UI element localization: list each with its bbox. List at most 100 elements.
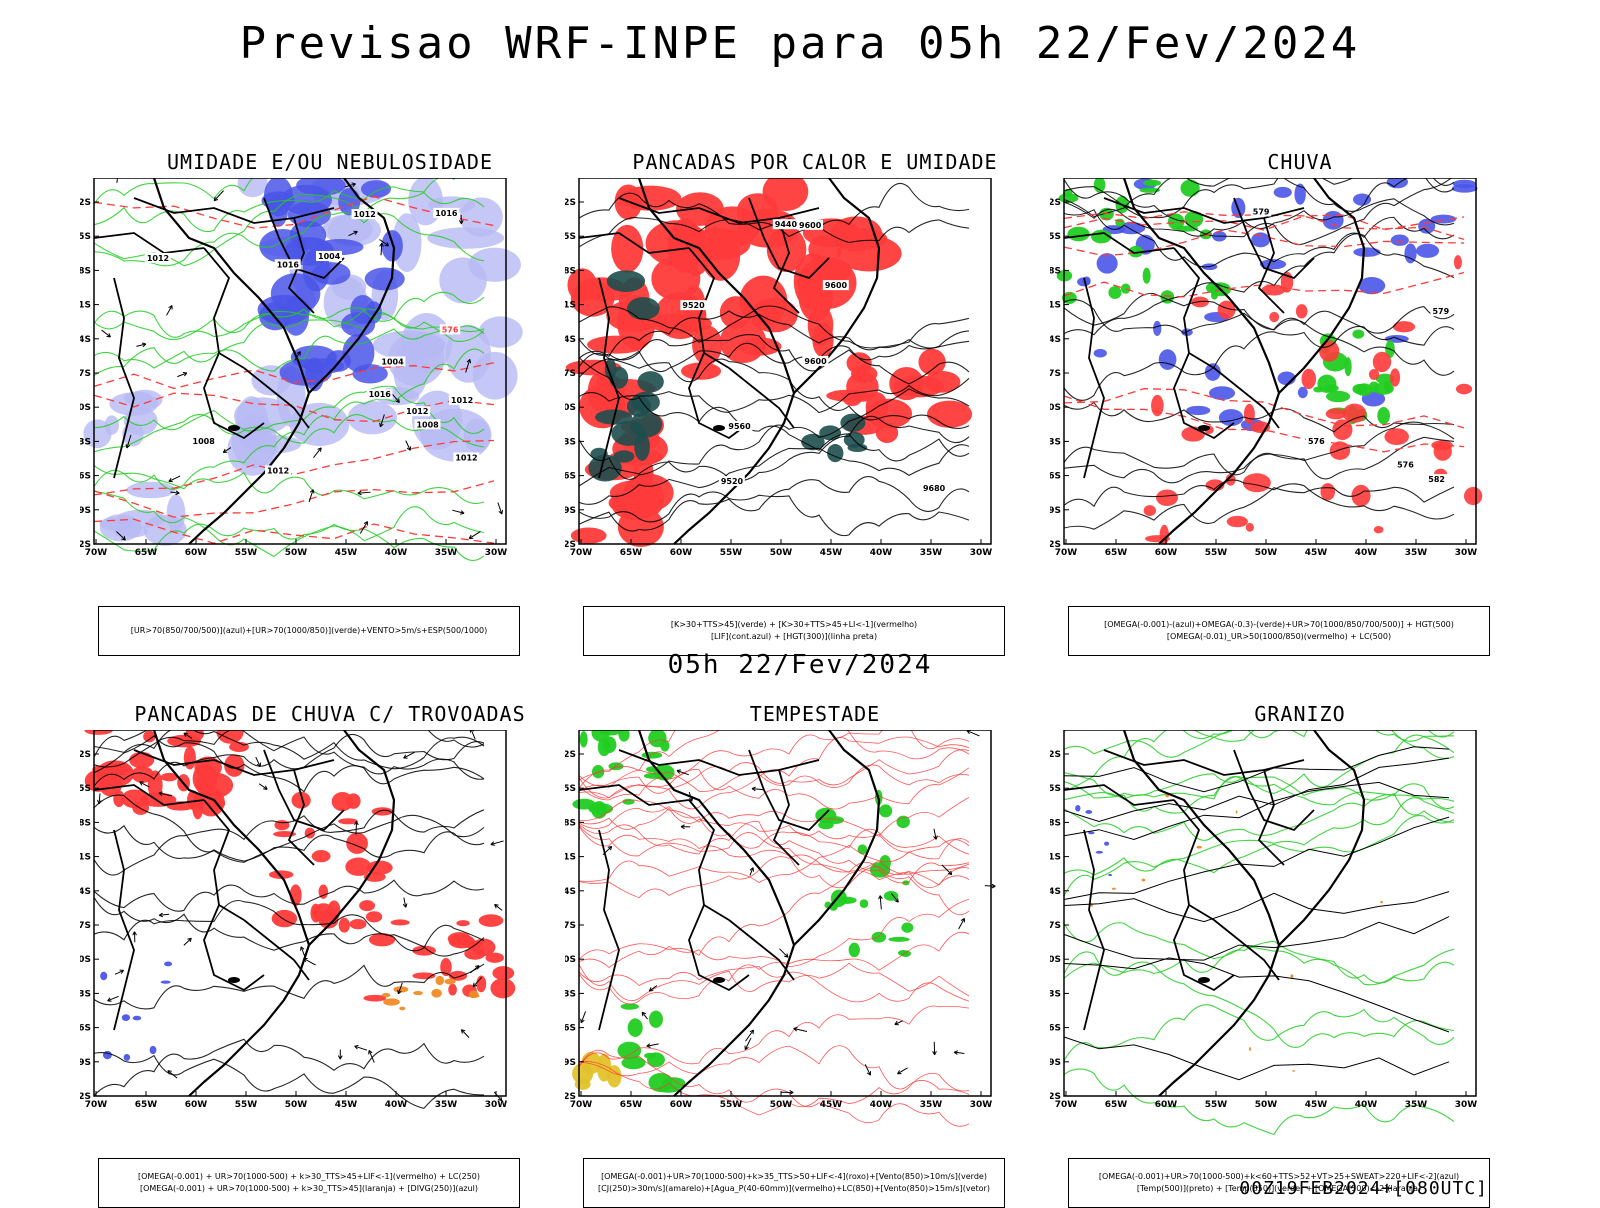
lon-label: 65W (1105, 548, 1128, 558)
panel-title: UMIDADE E/OU NEBULOSIDADE (80, 150, 580, 174)
panel-legend: [K>30+TTS>45](verde) + [K>30+TTS>45+LI<-… (583, 606, 1005, 656)
lat-label: 21S (1050, 301, 1061, 311)
lat-label: 27S (80, 921, 91, 931)
lat-label: 27S (80, 369, 91, 379)
lon-label: 35W (1405, 548, 1428, 558)
panel-legend: [OMEGA(-0.001)-(azul)+OMEGA(-0.3)-(verde… (1068, 606, 1490, 656)
legend-line: [OMEGA(-0.001)-(azul)+OMEGA(-0.3)-(verde… (1069, 619, 1489, 631)
lon-label: 60W (670, 548, 693, 558)
lat-label: 24S (1050, 887, 1061, 897)
contour-label: 1004 (318, 252, 341, 261)
lon-label: 65W (1105, 1100, 1128, 1110)
lat-label: 18S (1050, 818, 1061, 828)
legend-line: [K>30+TTS>45](verde) + [K>30+TTS>45+LI<-… (584, 619, 1004, 631)
lat-label: 36S (80, 1024, 91, 1034)
lon-label: 35W (920, 1100, 943, 1110)
lat-label: 21S (80, 301, 91, 311)
panel-title: GRANIZO (1050, 702, 1550, 726)
lat-label: 24S (80, 335, 91, 345)
lon-label: 55W (235, 1100, 258, 1110)
lake (228, 425, 240, 431)
lon-label: 35W (920, 548, 943, 558)
lon-label: 55W (1205, 1100, 1228, 1110)
panel-legend: [OMEGA(-0.001) + UR>70(1000-500) + k>30_… (98, 1158, 520, 1208)
lat-label: 27S (565, 921, 576, 931)
lon-label: 35W (1405, 1100, 1428, 1110)
lake (713, 425, 725, 431)
contour-label: 1016 (369, 390, 392, 399)
lon-label: 30W (1455, 1100, 1478, 1110)
lake (713, 977, 725, 983)
panel-tempestade: TEMPESTADE 12S15S18S21S24S27S30S33S36S39… (565, 702, 1065, 1172)
lon-label: 45W (1305, 548, 1328, 558)
lon-label: 45W (335, 1100, 358, 1110)
panel-title: PANCADAS POR CALOR E UMIDADE (565, 150, 1065, 174)
contour-label: 1008 (416, 420, 439, 429)
contour-label: 1012 (406, 407, 428, 416)
lon-label: 50W (285, 1100, 308, 1110)
lat-label: 18S (565, 818, 576, 828)
lat-label: 36S (565, 1024, 576, 1034)
lat-label: 30S (565, 955, 576, 965)
lake (228, 977, 240, 983)
panel-granizo: GRANIZO 12S15S18S21S24S27S30S33S36S39S42… (1050, 702, 1550, 1172)
lat-label: 27S (1050, 921, 1061, 931)
lon-label: 40W (385, 548, 408, 558)
lon-label: 50W (1255, 1100, 1278, 1110)
legend-line: [OMEGA(-0.01)_UR>50(1000/850)(vermelho) … (1069, 631, 1489, 643)
map-pancadas-calor: 9600952096009560944095209680960012S15S18… (565, 178, 1065, 593)
contour-label: 9440 (775, 220, 798, 229)
lon-label: 55W (235, 548, 258, 558)
contour-label: 9520 (682, 301, 705, 310)
lat-label: 30S (80, 403, 91, 413)
lon-label: 60W (185, 1100, 208, 1110)
lat-label: 24S (80, 887, 91, 897)
lat-label: 12S (80, 198, 91, 208)
lon-label: 60W (185, 548, 208, 558)
legend-line: [OMEGA(-0.001)+UR>70(1000-500)+k>35_TTS>… (584, 1171, 1004, 1183)
lat-label: 36S (80, 472, 91, 482)
lat-label: 18S (1050, 266, 1061, 276)
lat-label: 33S (80, 989, 91, 999)
legend-line: [OMEGA(-0.001) + UR>70(1000-500) + k>30_… (99, 1171, 519, 1183)
lon-label: 40W (385, 1100, 408, 1110)
map-granizo: 12S15S18S21S24S27S30S33S36S39S42S70W65W6… (1050, 730, 1550, 1145)
map-umidade: 1012100810041016101257610121008101210161… (80, 178, 580, 593)
lat-label: 15S (1050, 784, 1061, 794)
lat-label: 15S (1050, 232, 1061, 242)
lon-label: 40W (870, 548, 893, 558)
contour-label: 1012 (455, 453, 477, 462)
lat-label: 30S (565, 403, 576, 413)
lon-label: 65W (135, 548, 158, 558)
lat-label: 33S (565, 989, 576, 999)
lat-label: 33S (1050, 989, 1061, 999)
lat-label: 12S (80, 750, 91, 760)
legend-line: [CJ(250)>30m/s](amarelo)+[Agua_P(40-60mm… (584, 1183, 1004, 1195)
lon-label: 50W (770, 1100, 793, 1110)
contour-label: 576 (1308, 437, 1325, 446)
lon-label: 30W (485, 1100, 508, 1110)
panel-title: PANCADAS DE CHUVA C/ TROVOADAS (80, 702, 580, 726)
lat-label: 18S (80, 266, 91, 276)
lat-label: 21S (565, 853, 576, 863)
lon-label: 50W (770, 548, 793, 558)
lon-label: 30W (1455, 548, 1478, 558)
contour-label: 1004 (381, 357, 404, 366)
lat-label: 21S (565, 301, 576, 311)
lon-label: 30W (485, 548, 508, 558)
contour-label: 1016 (435, 209, 458, 218)
lake (1198, 425, 1210, 431)
lat-label: 39S (1050, 1058, 1061, 1068)
contour-label: 1008 (193, 437, 216, 446)
contour-label: 1016 (277, 260, 300, 269)
contour-label: 582 (1428, 475, 1445, 484)
lon-label: 50W (1255, 548, 1278, 558)
lat-label: 39S (1050, 506, 1061, 516)
contour-label: 579 (1253, 207, 1270, 216)
lon-label: 40W (1355, 548, 1378, 558)
lon-label: 45W (335, 548, 358, 558)
contour-label: 1012 (267, 466, 289, 475)
contour-label: 9600 (804, 357, 827, 366)
lat-label: 39S (80, 506, 91, 516)
